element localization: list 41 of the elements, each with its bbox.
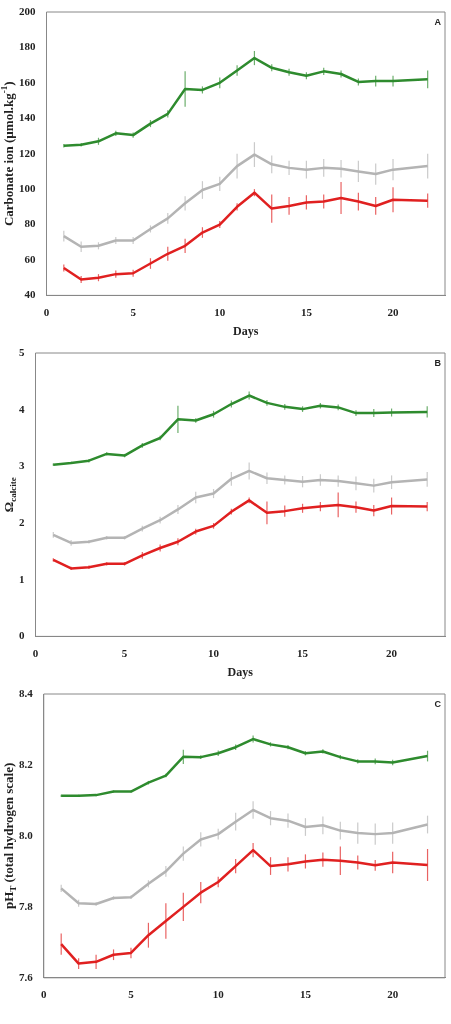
x-tick-label: 20 (387, 305, 400, 318)
y-tick-label: 200 (19, 4, 36, 17)
x-tick-label: 10 (208, 646, 220, 659)
x-tick-label: 15 (300, 305, 313, 318)
y-tick-label: 7.8 (19, 899, 34, 912)
x-tick-label: 0 (43, 305, 50, 318)
annotation: A (434, 16, 442, 27)
y-tick-label: 7.6 (19, 970, 34, 983)
x-tick-label: 20 (387, 988, 399, 1001)
y-tick-label: 3 (19, 459, 25, 472)
x-tick-label: 5 (130, 305, 137, 318)
annotation: C (434, 698, 442, 709)
y-tick-label: 80 (24, 217, 36, 230)
x-tick-label: 5 (128, 988, 135, 1001)
annotation: B (434, 357, 442, 368)
y-tick-label: 8.2 (19, 757, 34, 770)
y-tick-label: 60 (24, 252, 36, 265)
x-tick-label: 20 (386, 646, 398, 659)
y-tick-label: 1 (19, 572, 25, 585)
y-tick-label: 40 (24, 288, 36, 301)
y-tick-label: 160 (19, 75, 36, 88)
y-tick-label: 140 (19, 111, 36, 124)
y-tick-label: 5 (19, 345, 25, 358)
y-tick-label: 0 (19, 629, 25, 642)
y-tick-label: 8.0 (19, 828, 34, 841)
y-tick-label: 8.4 (19, 686, 34, 699)
y-tick-label: 180 (19, 40, 36, 53)
x-tick-label: 5 (121, 646, 128, 659)
y-tick-label: 100 (19, 181, 36, 194)
x-tick-label: 10 (212, 988, 225, 1001)
y-axis-title: Carbonate ion (µmol.kg-1) (0, 81, 17, 227)
x-tick-label: 10 (214, 305, 226, 318)
x-tick-label: 0 (41, 988, 47, 1001)
y-axis-title: pHT (total hydrogen scale) (1, 762, 19, 910)
y-tick-label: 2 (19, 515, 25, 528)
y-tick-label: 120 (19, 146, 36, 159)
x-tick-label: 15 (297, 646, 309, 659)
x-axis-title: Days (233, 323, 259, 338)
x-axis-title: Days (227, 664, 254, 679)
x-tick-label: 15 (299, 988, 312, 1001)
y-tick-label: 4 (19, 402, 25, 415)
